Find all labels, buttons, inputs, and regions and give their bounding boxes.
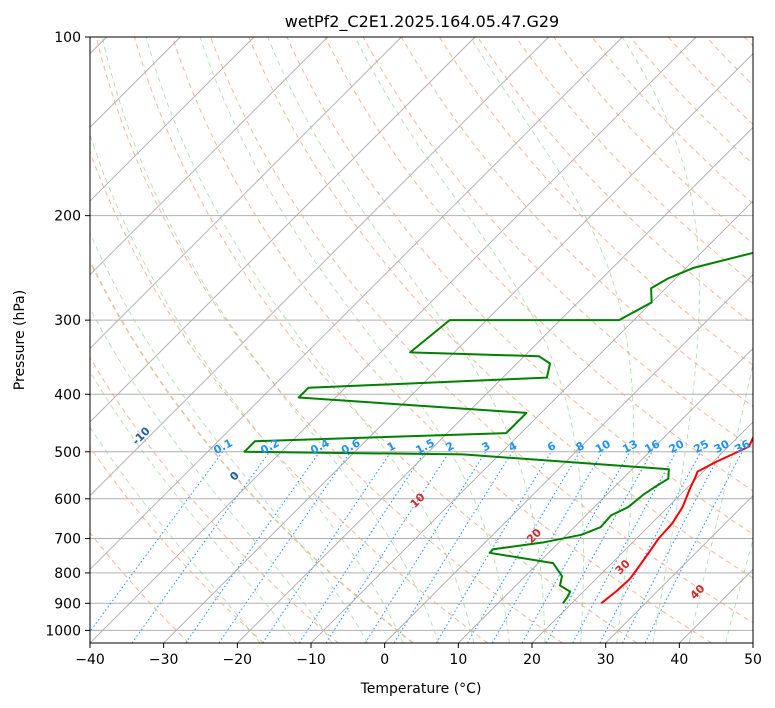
mixing-ratio-line xyxy=(325,451,451,643)
moist-adiabat-line xyxy=(621,37,700,643)
x-tick-label: 30 xyxy=(597,652,615,668)
isotherm-line xyxy=(605,495,753,643)
y-tick-label: 700 xyxy=(54,532,81,548)
y-axis-label: Pressure (hPa) xyxy=(12,290,28,390)
mixing-ratio-label: 20 xyxy=(667,437,687,456)
isotherm-line xyxy=(90,37,697,643)
x-tick-label: 50 xyxy=(744,652,762,668)
x-tick-label: 40 xyxy=(670,652,688,668)
mixing-ratio-label: 16 xyxy=(642,437,662,456)
dry-adiabat-line xyxy=(248,37,753,579)
mixing-ratio-line xyxy=(364,451,487,643)
x-tick-label: −10 xyxy=(296,652,326,668)
y-tick-label: 900 xyxy=(54,596,81,612)
moist-adiabat-line xyxy=(90,133,404,643)
isotherm-line xyxy=(90,37,255,202)
pressure-gridlines xyxy=(90,37,753,631)
mixing-ratio-line xyxy=(435,451,552,643)
x-axis-ticks: −40 −30 −20 −10 0 10 20 30 40 50 xyxy=(75,643,762,668)
moist-adiabat-line xyxy=(90,370,297,643)
isotherm-line xyxy=(90,37,623,570)
isotherm-line xyxy=(90,37,402,349)
dry-adiabat-line xyxy=(515,37,753,285)
x-tick-label: −20 xyxy=(223,652,253,668)
x-tick-label: 20 xyxy=(523,652,541,668)
mixing-ratio-line xyxy=(572,451,677,643)
mixing-ratio-line xyxy=(298,451,426,643)
mixing-ratio-label: 36 xyxy=(733,437,753,456)
isotherm-line xyxy=(384,274,753,643)
skewed-isotherms xyxy=(90,37,753,643)
mixing-ratio-label: 30 xyxy=(712,437,732,456)
moist-adiabat-line xyxy=(267,37,546,643)
isotherm-line xyxy=(310,200,753,643)
isotherm-line xyxy=(90,37,476,423)
chart-title: wetPf2_C2E1.2025.164.05.47.G29 xyxy=(285,12,559,32)
temperature-profile-line xyxy=(600,433,753,605)
isotherm-line xyxy=(531,421,753,643)
isotherm-line xyxy=(237,126,753,643)
dry-adiabat-line xyxy=(90,356,339,643)
y-tick-label: 100 xyxy=(54,30,81,46)
dry-adiabat-line xyxy=(95,37,563,643)
y-tick-label: 200 xyxy=(54,209,81,225)
mixing-ratio-label: 25 xyxy=(691,437,711,456)
x-tick-label: 0 xyxy=(380,652,389,668)
mixing-ratio-label: 13 xyxy=(620,437,640,456)
moist-adiabats xyxy=(90,37,753,643)
sounding-profiles xyxy=(243,251,753,605)
plot-frame xyxy=(89,36,754,644)
isotherm-line xyxy=(90,37,549,497)
y-tick-label: 500 xyxy=(54,445,81,461)
dewpoint-profile-line xyxy=(243,251,753,604)
mixing-ratio-line xyxy=(90,451,224,633)
mixing-ratio-line xyxy=(521,451,631,643)
dry-adiabat-line xyxy=(400,37,753,408)
dry-adiabat-line xyxy=(172,37,712,643)
y-tick-label: 800 xyxy=(54,566,81,582)
dry-adiabat-line xyxy=(362,37,753,450)
dry-adiabat-line xyxy=(90,532,190,643)
isotherm-line xyxy=(90,37,328,276)
x-axis-label: Temperature (°C) xyxy=(360,681,482,697)
mixing-ratio-line xyxy=(185,451,321,643)
mixing-ratio-label: 10 xyxy=(593,437,613,456)
dry-adiabat-line xyxy=(90,150,488,643)
mixing-ratio-line xyxy=(644,451,743,643)
y-tick-label: 400 xyxy=(54,387,81,403)
moist-adiabat-line xyxy=(470,37,634,643)
moist-adiabat-line xyxy=(101,37,439,643)
y-tick-label: 600 xyxy=(54,492,81,508)
y-tick-label: 300 xyxy=(54,313,81,329)
y-tick-label: 1000 xyxy=(45,623,81,639)
x-tick-label: −30 xyxy=(149,652,179,668)
mixing-ratio-line xyxy=(545,451,653,643)
dry-adiabat-line xyxy=(210,37,753,624)
isotherm-line xyxy=(163,53,753,643)
dry-adiabat-line xyxy=(133,37,638,643)
moist-adiabat-line xyxy=(354,37,584,643)
moist-adiabat-line xyxy=(90,231,369,643)
mixing-ratio-line xyxy=(218,451,351,643)
mixing-ratio-line xyxy=(131,451,271,643)
x-tick-label: −40 xyxy=(75,652,105,668)
moist-adiabat-line xyxy=(90,426,261,643)
isotherm-line xyxy=(458,347,753,643)
x-tick-label: 10 xyxy=(449,652,467,668)
y-axis-ticks: 100 200 300 400 500 600 700 800 900 1000 xyxy=(45,30,90,639)
moist-adiabat-line xyxy=(145,37,475,643)
